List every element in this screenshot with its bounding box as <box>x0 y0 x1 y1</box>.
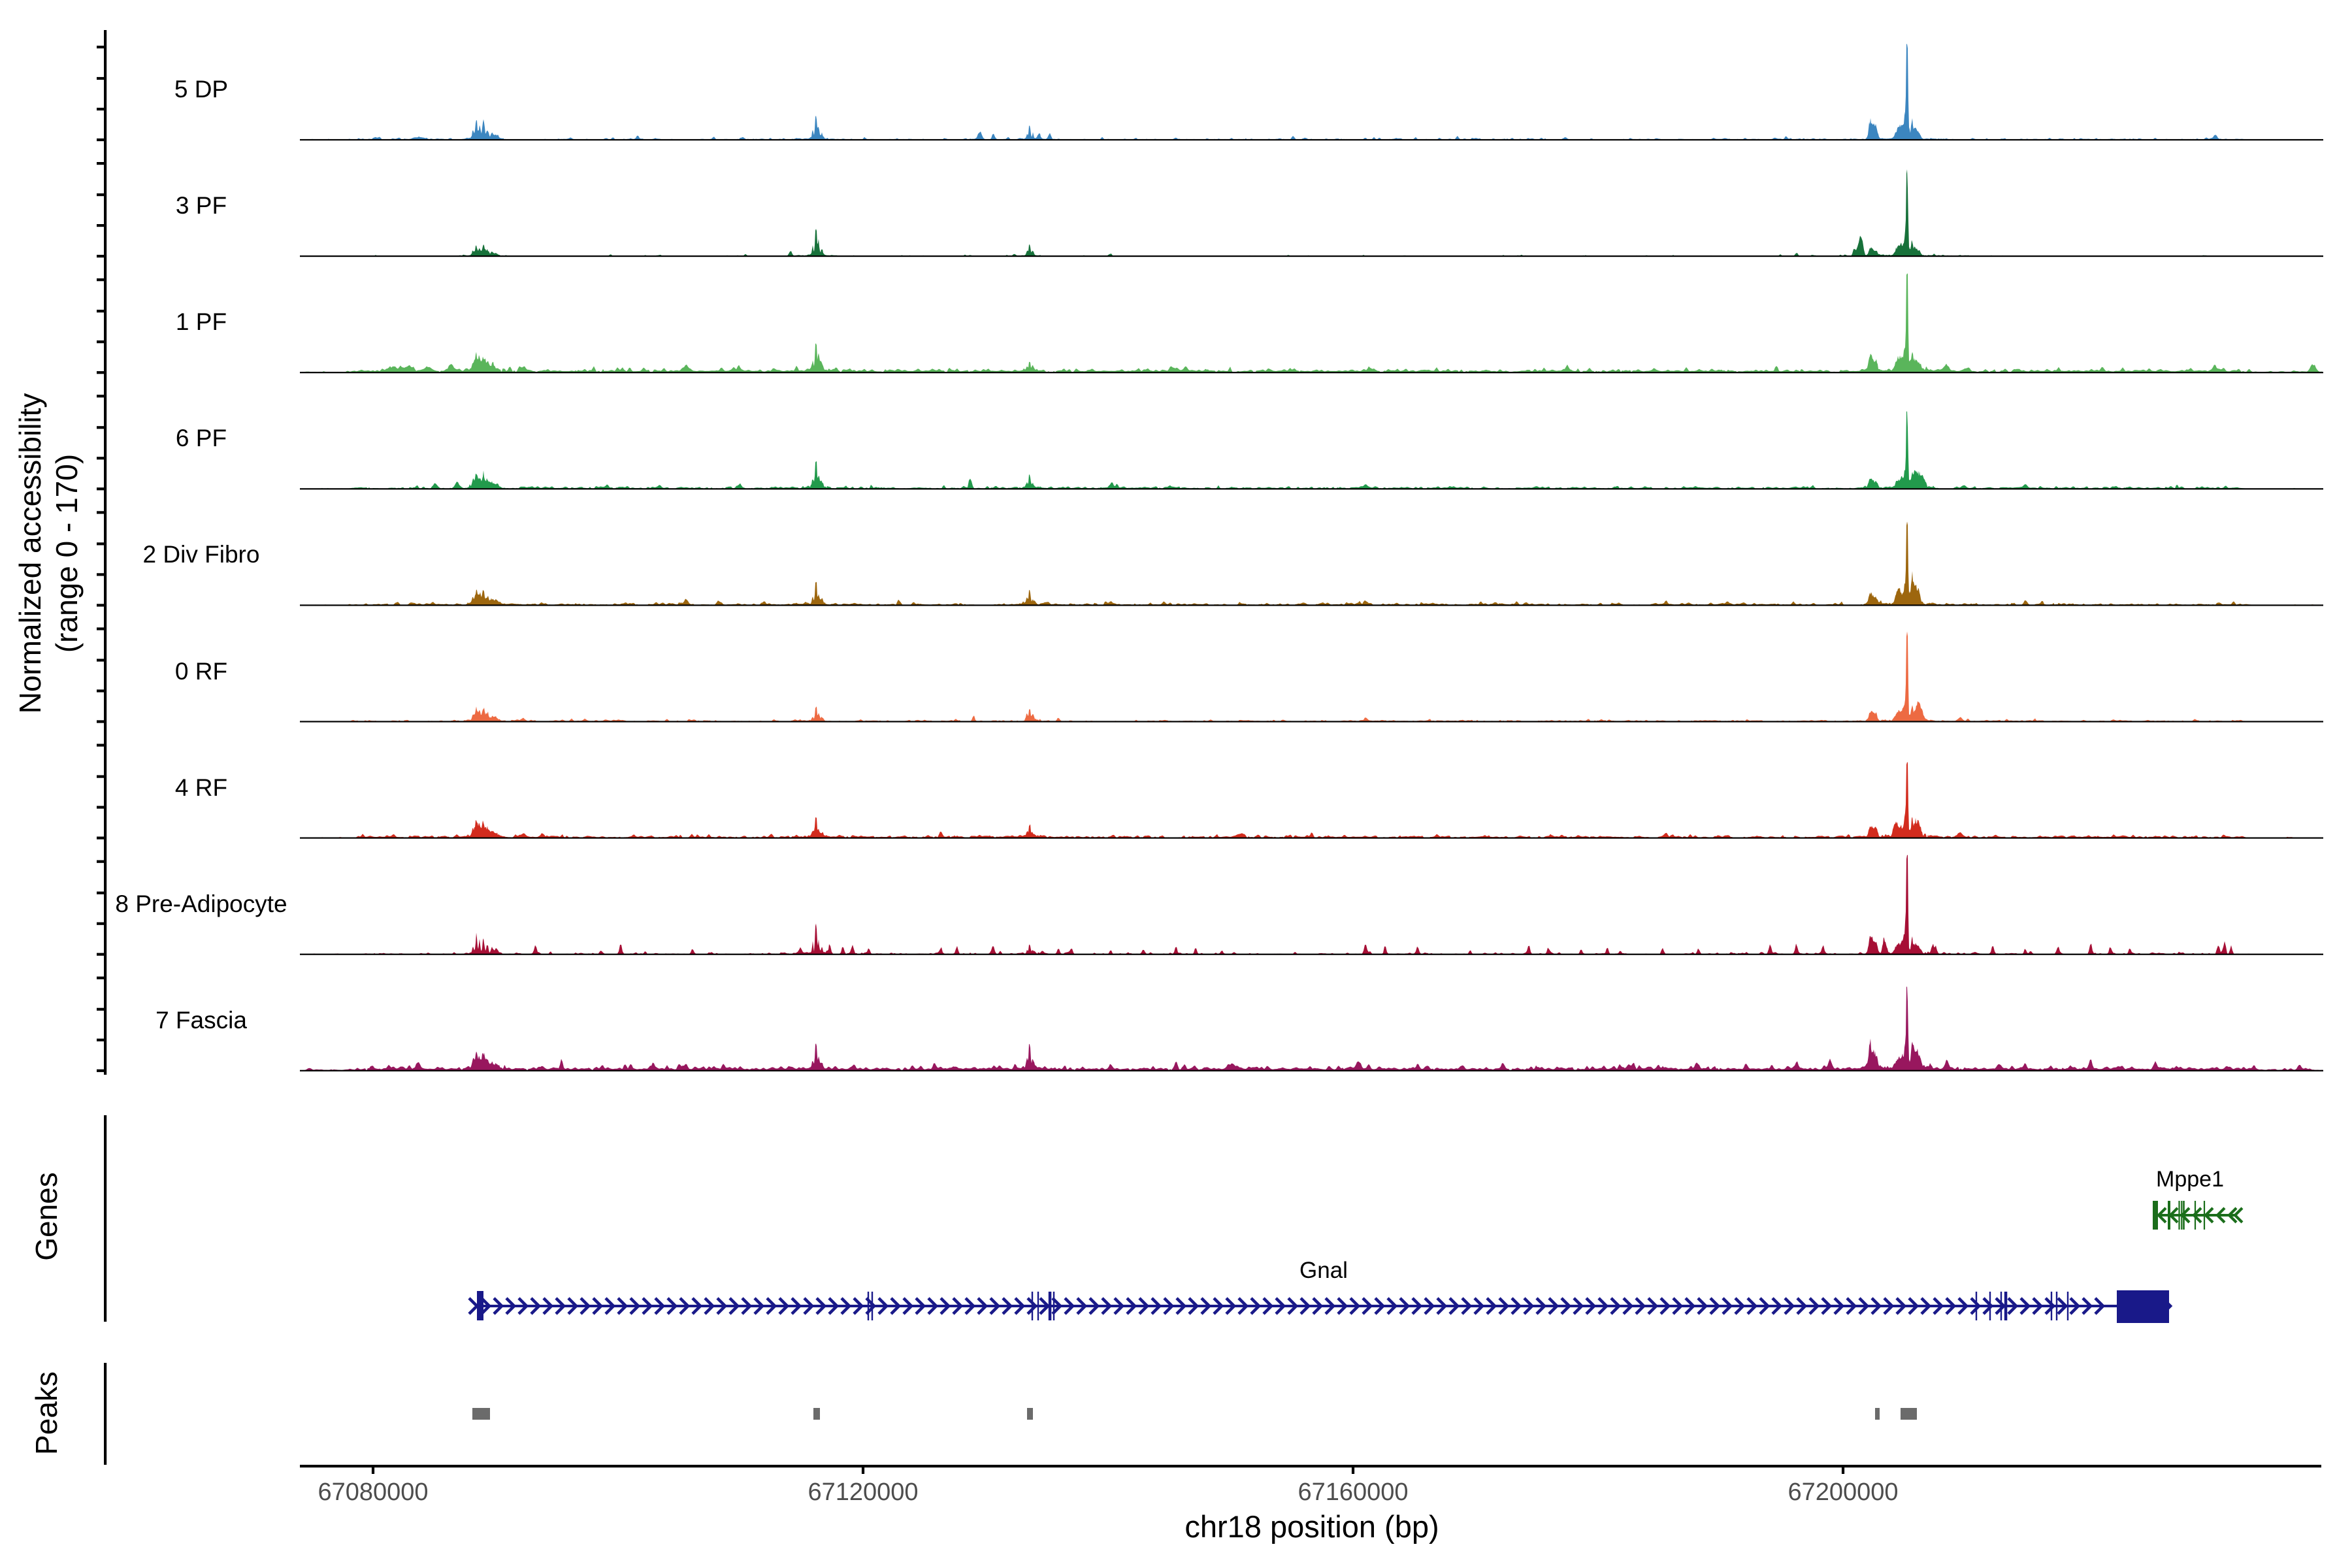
svg-text:5 DP: 5 DP <box>174 76 228 103</box>
svg-text:8 Pre-Adipocyte: 8 Pre-Adipocyte <box>115 890 287 917</box>
svg-text:(range 0 - 170): (range 0 - 170) <box>50 454 84 653</box>
svg-text:Genes: Genes <box>29 1172 63 1261</box>
svg-text:67120000: 67120000 <box>808 1478 918 1506</box>
svg-text:Mppe1: Mppe1 <box>2156 1167 2224 1192</box>
svg-text:3 PF: 3 PF <box>176 192 227 219</box>
svg-text:Peaks: Peaks <box>29 1371 63 1455</box>
svg-text:chr18 position (bp): chr18 position (bp) <box>1184 1509 1439 1544</box>
svg-text:Normalized accessibility: Normalized accessibility <box>13 393 47 714</box>
svg-text:67200000: 67200000 <box>1788 1478 1898 1506</box>
svg-text:Gnal: Gnal <box>1299 1258 1348 1283</box>
svg-text:2 Div Fibro: 2 Div Fibro <box>143 541 260 568</box>
svg-text:67080000: 67080000 <box>318 1478 428 1506</box>
svg-text:1 PF: 1 PF <box>176 308 227 335</box>
svg-text:0 RF: 0 RF <box>175 658 227 685</box>
svg-text:6 PF: 6 PF <box>176 425 227 451</box>
svg-text:4 RF: 4 RF <box>175 774 227 801</box>
svg-text:7 Fascia: 7 Fascia <box>155 1007 247 1034</box>
svg-text:67160000: 67160000 <box>1298 1478 1408 1506</box>
